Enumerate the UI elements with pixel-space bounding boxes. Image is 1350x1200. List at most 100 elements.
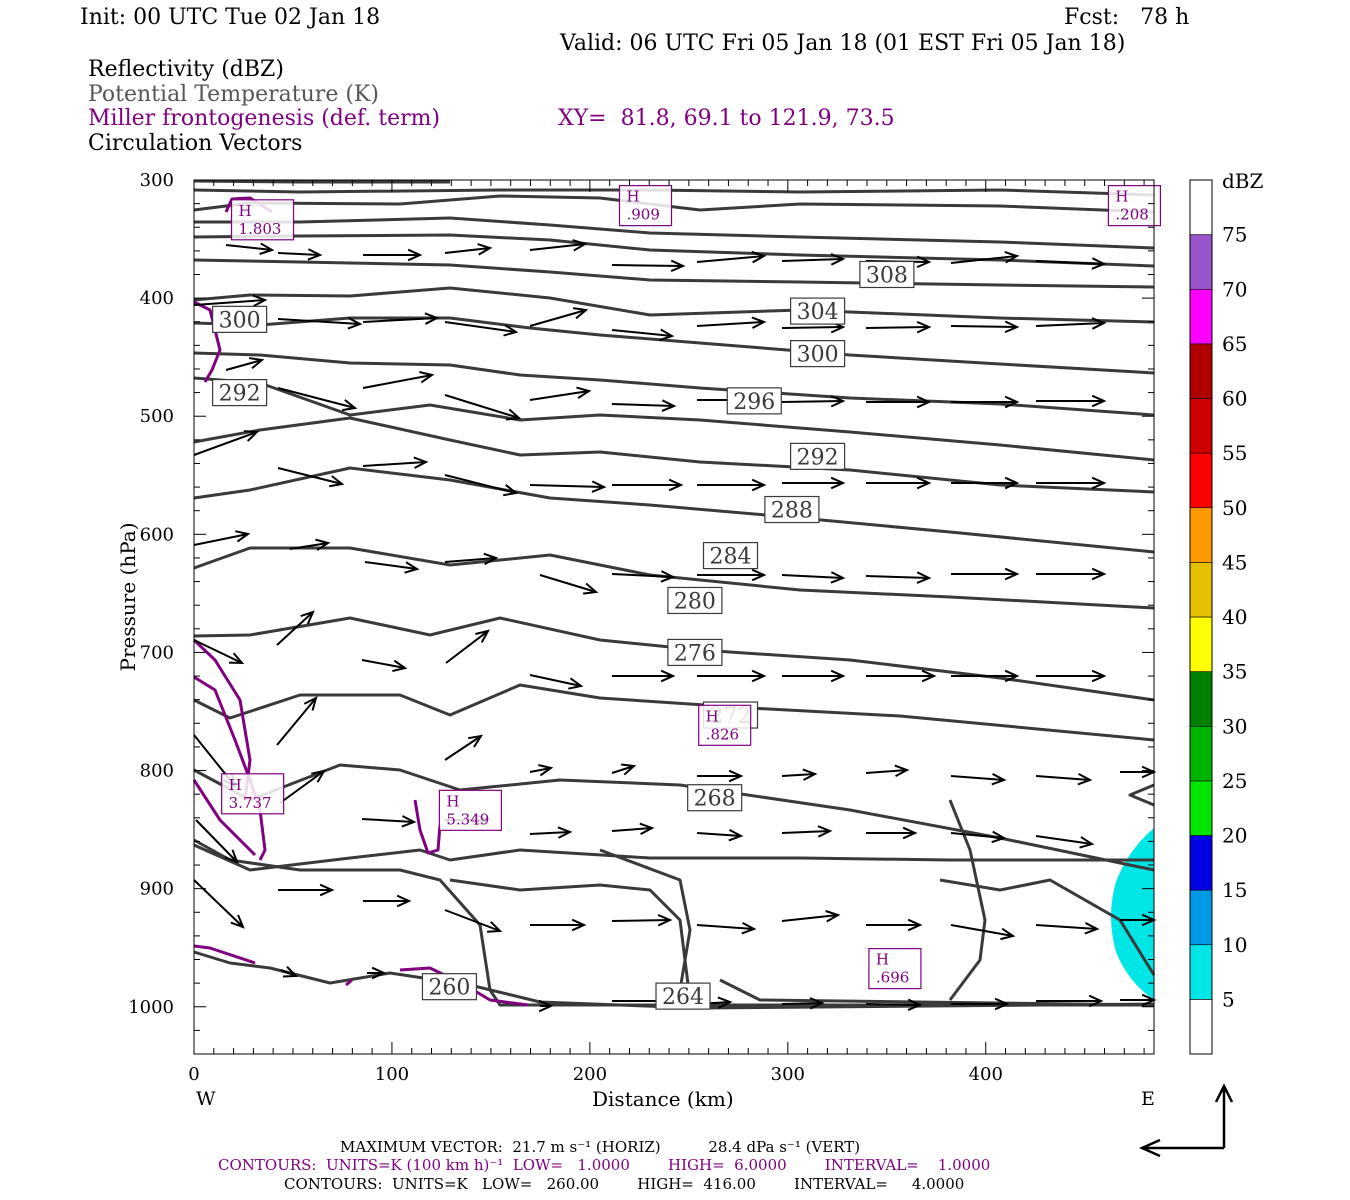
frontogenesis-contour-note: CONTOURS: UNITS=K (100 km h)⁻¹ LOW= 1.00…: [218, 1156, 991, 1174]
colorbar-segment: [1189, 452, 1213, 509]
colorbar-unit: dBZ: [1222, 169, 1264, 193]
theta-contour-label: 300: [212, 305, 268, 333]
theta-contour-4: [193, 233, 1155, 268]
svg-text:H: H: [229, 776, 242, 794]
colorbar-segment: [1189, 507, 1213, 563]
frontogenesis-maximum: H.909: [618, 185, 673, 227]
circulation-vector: [866, 476, 932, 490]
theta-contour-label: 288: [764, 495, 820, 524]
circulation-vector: [444, 909, 503, 933]
circulation-vector: [1036, 669, 1107, 683]
dbz-colorbar: 5 10 15 20 25 30 35 40 45 50 55 60 65 70 75 dBZ: [1189, 169, 1264, 1055]
theta-contour-label: 264: [655, 982, 711, 1010]
circulation-vector: [1036, 994, 1104, 1008]
circulation-vector: [367, 966, 387, 980]
theta-contour-22: [193, 950, 1155, 1010]
plot-frame: [193, 179, 1155, 1055]
circulation-vector: [361, 659, 408, 673]
circulation-vector: [611, 328, 675, 342]
colorbar-segment: [1189, 179, 1213, 235]
theta-contour-5: [193, 258, 1155, 289]
svg-text:H: H: [1115, 188, 1128, 206]
theta-contour-label: 296: [726, 387, 782, 415]
circulation-vector: [866, 918, 923, 932]
circulation-vector: [363, 894, 412, 908]
circulation-vector: [279, 769, 326, 804]
colorbar-tick-label: 40: [1222, 605, 1247, 629]
svg-text:268: 268: [694, 787, 736, 812]
circulation-vector: [782, 669, 846, 683]
circulation-vector: [697, 478, 767, 492]
colorbar-tick-label: 50: [1222, 496, 1247, 520]
svg-text:H: H: [876, 951, 889, 969]
circulation-vector: [866, 669, 937, 683]
circulation-vector: [362, 371, 435, 389]
circulation-vector: [364, 561, 420, 574]
colorbar-segment: [1189, 944, 1213, 1000]
colorbar-segment: [1189, 398, 1213, 454]
y-tick-label: 500: [140, 406, 174, 427]
theta-contour-15: [193, 763, 1155, 872]
contour-labels: 3083043003002962922922882842802762722682…: [212, 185, 1162, 1010]
circulation-vector: [276, 696, 318, 746]
circulation-vector: [1035, 317, 1107, 330]
theta-contour-label: 280: [667, 586, 723, 614]
circulation-vector: [277, 248, 323, 261]
circulation-vector: [538, 999, 554, 1013]
plot-axes: 0 100 200 300 400 300 400 500 600 700 800 900 1000 Pr…: [116, 170, 1155, 1085]
circulation-vector: [1036, 567, 1107, 581]
circulation-vector: [1035, 257, 1107, 270]
theta-contour-24: [599, 848, 692, 991]
maximum-vector-note: MAXIMUM VECTOR: 21.7 m s⁻¹ (HORIZ) 28.4 …: [340, 1138, 861, 1156]
theta-contour-0: [193, 179, 450, 184]
svg-text:300: 300: [219, 308, 261, 333]
circulation-vector: [362, 456, 429, 469]
circulation-vector: [539, 574, 599, 595]
circulation-vector: [529, 307, 589, 327]
theta-contour-label: 284: [702, 541, 759, 570]
theta-contour-9: [193, 376, 1155, 462]
theta-contour-note: CONTOURS: UNITS=K LOW= 260.00 HIGH= 416.…: [284, 1175, 965, 1193]
svg-text:H: H: [239, 202, 252, 220]
theta-contour-16: [193, 843, 1154, 872]
circulation-vector: [696, 316, 767, 329]
frontogenesis-contour-5: [413, 799, 442, 855]
colorbar-tick-label: 30: [1222, 714, 1247, 738]
circulation-vector: [363, 248, 423, 262]
circulation-vector: [611, 570, 676, 583]
circulation-vector: [950, 924, 1016, 941]
colorbar-tick-label: 35: [1222, 660, 1247, 684]
field-potential-temperature: Potential Temperature (K): [88, 82, 379, 107]
theta-contour-label: 304: [790, 297, 846, 325]
circulation-vector: [530, 918, 587, 932]
svg-text:H: H: [706, 707, 719, 725]
svg-text:304: 304: [797, 300, 839, 325]
x-axis-east-label: E: [1141, 1088, 1155, 1110]
circulation-vector: [697, 769, 744, 783]
circulation-vector: [611, 763, 637, 776]
circulation-vector: [193, 879, 245, 929]
colorbar-segment: [1189, 835, 1213, 891]
init-time: Init: 00 UTC Tue 02 Jan 18: [80, 5, 381, 30]
theta-contour-label: 292: [790, 442, 846, 470]
field-reflectivity: Reflectivity (dBZ): [88, 57, 284, 82]
circulation-vector: [193, 639, 245, 665]
circulation-vector: [277, 387, 358, 412]
frontogenesis-maximum: H.696: [868, 947, 922, 990]
reflectivity-5dbz-area: [1111, 828, 1154, 1000]
colorbar-tick-label: 60: [1222, 387, 1247, 411]
circulation-vector: [529, 674, 584, 690]
circulation-vector: [1035, 835, 1095, 849]
circulation-vector: [444, 552, 499, 566]
svg-text:292: 292: [797, 445, 839, 470]
circulation-vector: [1120, 765, 1157, 779]
circulation-vector: [782, 476, 846, 490]
field-miller-frontogenesis: Miller frontogenesis (def. term): [88, 106, 441, 131]
frontogenesis-contour-1: [193, 300, 222, 383]
x-tick-label: 100: [375, 1064, 409, 1085]
circulation-vector: [611, 913, 673, 927]
y-tick-label: 300: [140, 170, 174, 191]
circulation-vector: [950, 320, 1020, 334]
circulation-vector: [781, 768, 818, 781]
